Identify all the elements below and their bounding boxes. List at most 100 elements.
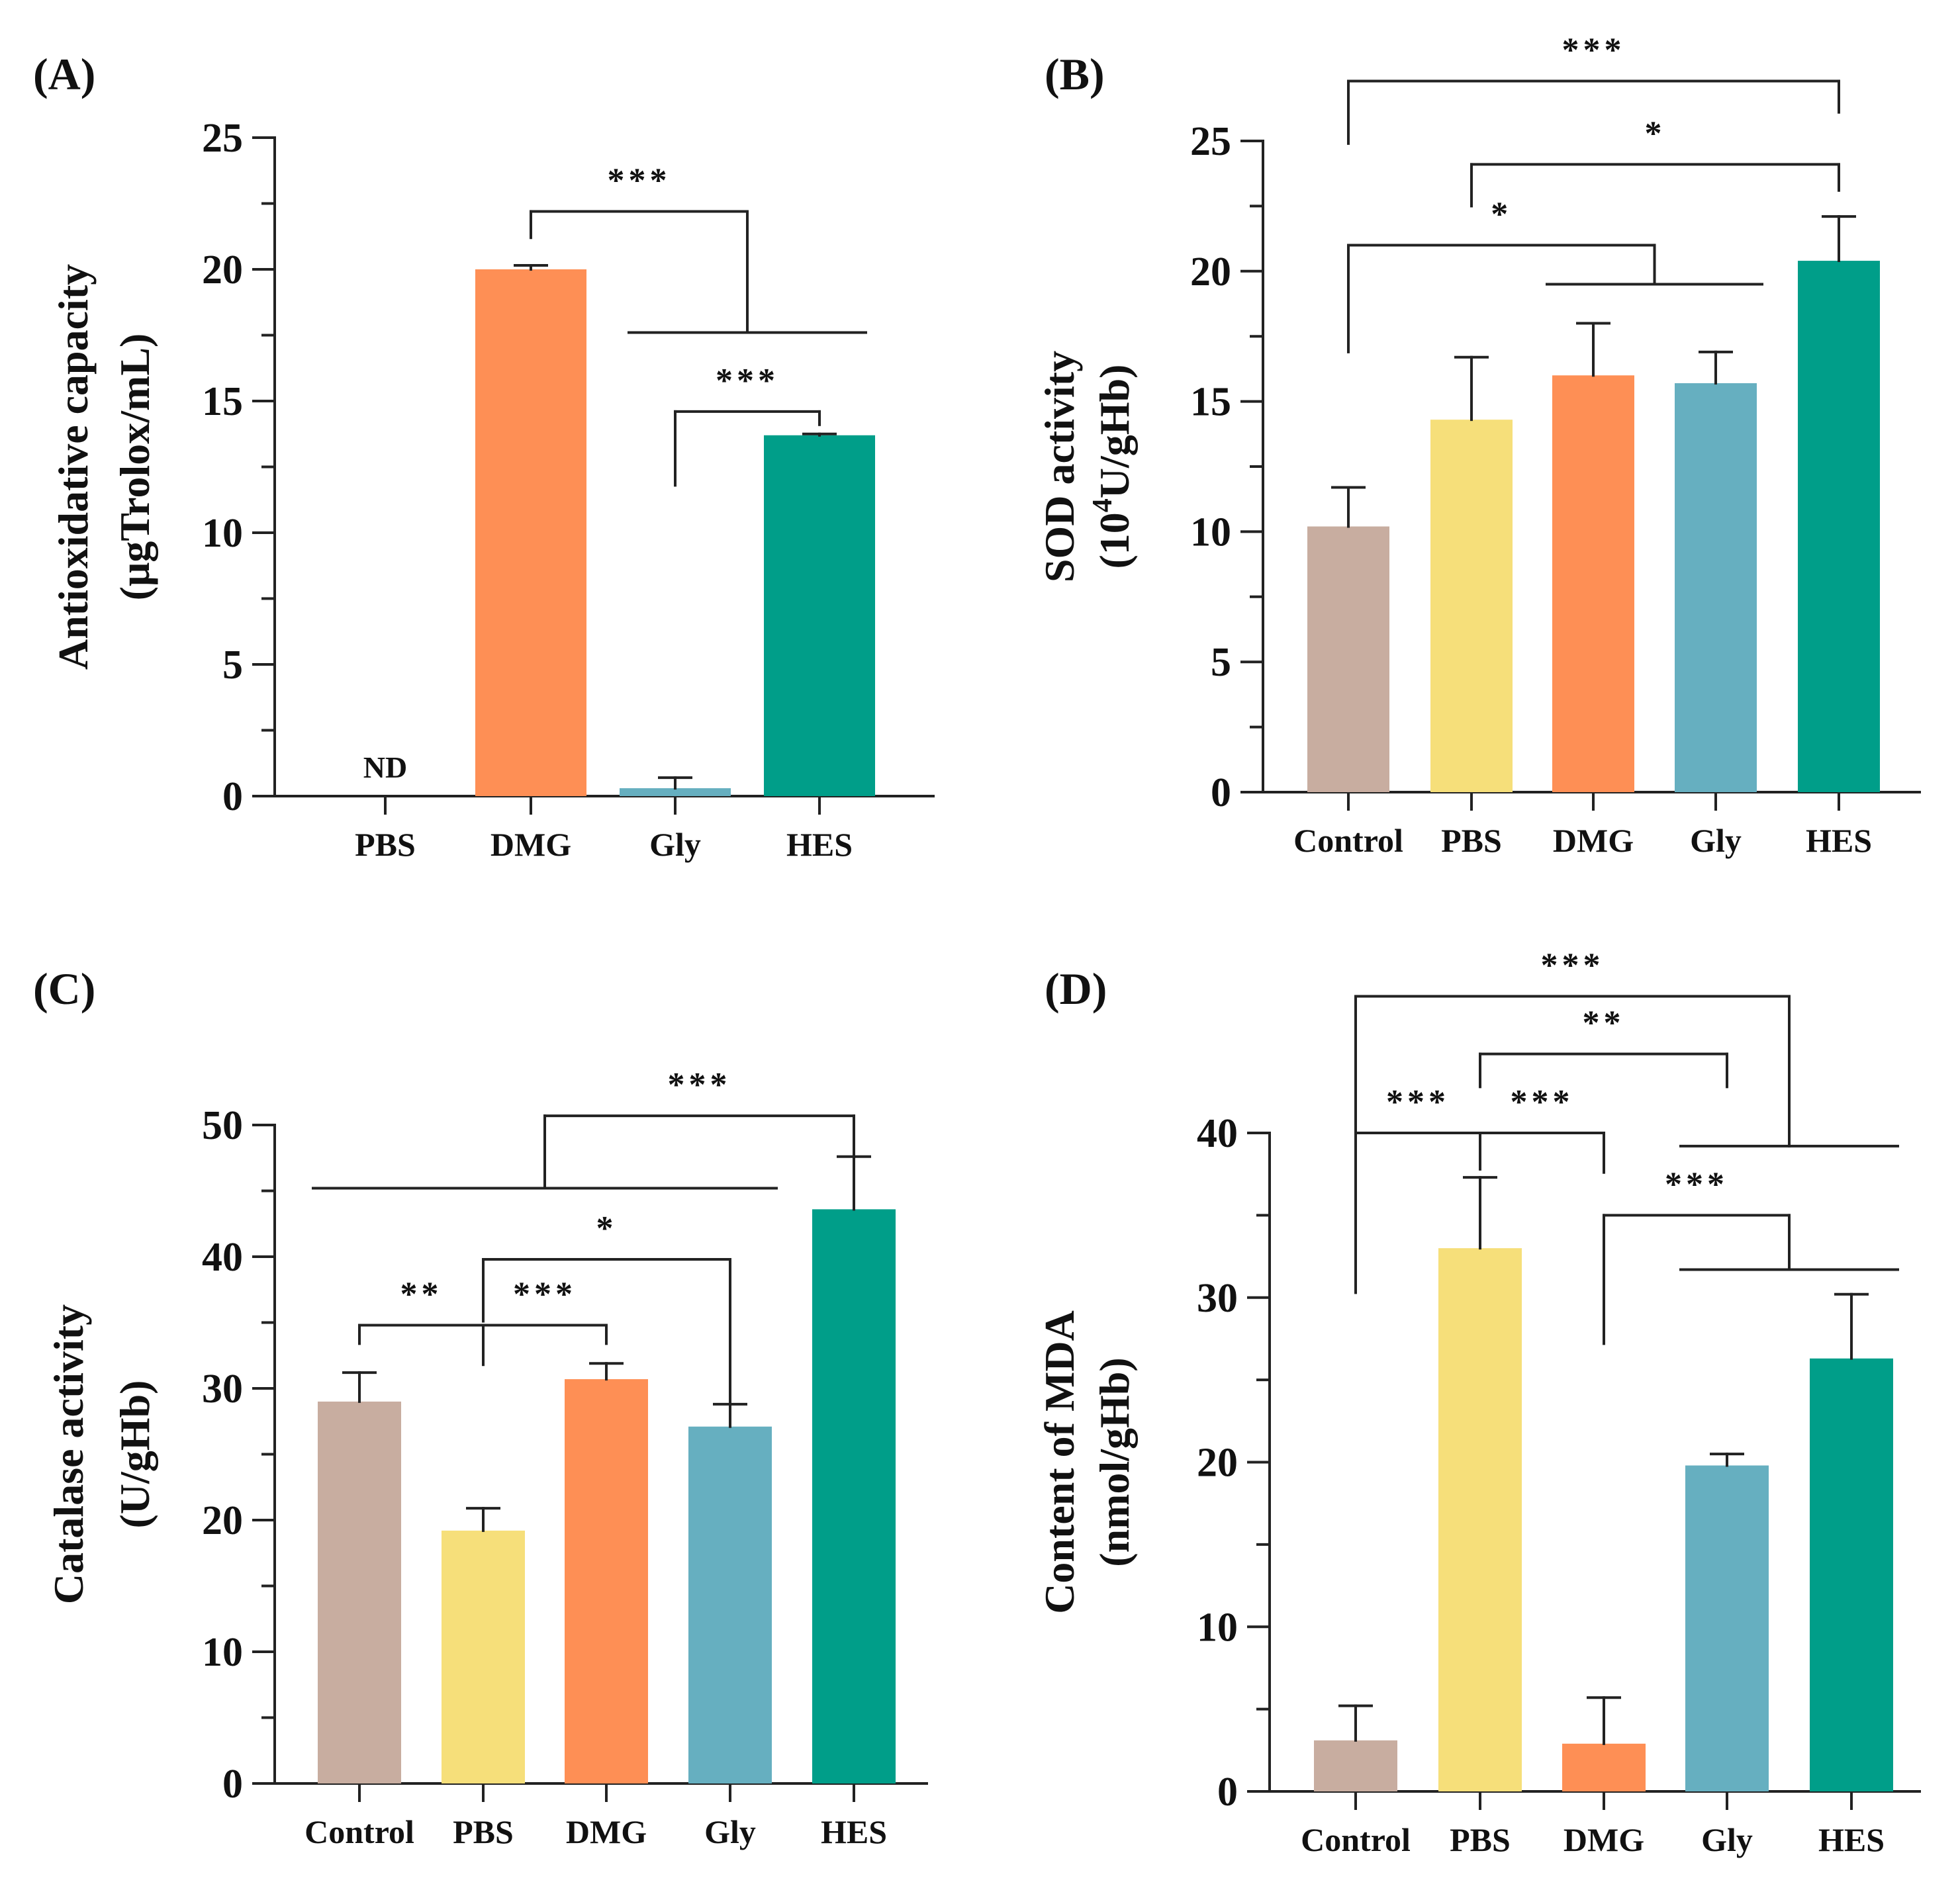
y-axis-title-line: Catalase activity <box>45 1304 92 1604</box>
x-tick-label: HES <box>786 826 853 863</box>
y-axis-title: SOD activity (104U/gHb) <box>1036 351 1138 582</box>
bar-pbs <box>1430 420 1513 792</box>
x-tick-label: Gly <box>1701 1821 1753 1858</box>
bar-pbs <box>1438 1248 1522 1791</box>
significance-label: * <box>596 1210 618 1247</box>
y-tick-label: 20 <box>1197 1441 1238 1486</box>
y-tick-label: 0 <box>1217 1770 1238 1815</box>
significance-label: *** <box>668 1066 731 1104</box>
x-tick-label: Control <box>1301 1821 1411 1858</box>
bar-gly <box>1675 383 1757 792</box>
significance-label: *** <box>1562 31 1626 69</box>
bar-dmg <box>565 1379 648 1783</box>
bar-hes <box>764 435 875 796</box>
panel-a: (A) 0 5 10 15 20 25 PBS DMG Gly HES ND *** *** Antioxi… <box>33 49 935 863</box>
significance-bracket: * <box>482 1210 731 1415</box>
x-tick-label: DMG <box>1553 822 1634 859</box>
significance-bracket: * <box>1470 114 1840 208</box>
significance-label: *** <box>1386 1083 1450 1121</box>
panel-label: (D) <box>1045 964 1107 1014</box>
x-tick-label: PBS <box>355 826 416 863</box>
x-tick-label: PBS <box>1450 1821 1511 1858</box>
significance-bracket: ** <box>358 1275 485 1367</box>
x-tick-label: HES <box>1818 1821 1885 1858</box>
y-tick-label: 10 <box>1190 510 1231 555</box>
significance-bracket: *** <box>482 1275 608 1367</box>
y-tick-label: 20 <box>202 1498 243 1543</box>
significance-label: *** <box>1541 947 1605 985</box>
y-tick-label: 40 <box>202 1235 243 1280</box>
x-tick-label: PBS <box>453 1813 514 1850</box>
significance-label: *** <box>716 362 779 400</box>
significance-bracket: *** <box>674 362 821 487</box>
y-tick-label: 5 <box>222 643 243 688</box>
bar-gly <box>1685 1465 1769 1791</box>
y-tick-label: 40 <box>1197 1111 1238 1156</box>
significance-label: *** <box>1665 1165 1728 1203</box>
y-axis-title-line: SOD activity <box>1036 351 1083 582</box>
significance-bracket: *** <box>1347 31 1840 145</box>
x-tick-label: HES <box>821 1813 887 1850</box>
y-tick-label: 30 <box>1197 1276 1238 1321</box>
y-tick-label: 20 <box>1190 249 1231 294</box>
x-tick-label: PBS <box>1441 822 1502 859</box>
y-tick-label: 15 <box>1190 380 1231 425</box>
y-axis-title: Catalase activity (U/gHb) <box>45 1304 158 1604</box>
significance-bracket: *** <box>312 1066 855 1190</box>
x-tick-label: Gly <box>649 826 701 863</box>
y-axis-title-line: (nmol/gHb) <box>1091 1357 1138 1566</box>
y-axis-title-line: (104U/gHb) <box>1088 365 1138 569</box>
bar-pbs <box>442 1530 525 1783</box>
significance-bracket: * <box>1347 195 1763 353</box>
significance-label: * <box>1645 114 1666 152</box>
bar-gly <box>688 1426 772 1783</box>
y-axis-title-line: Content of MDA <box>1036 1310 1083 1614</box>
bar-dmg <box>1562 1743 1646 1791</box>
y-tick-label: 15 <box>202 379 243 424</box>
x-tick-label: DMG <box>1563 1821 1644 1858</box>
x-tick-label: Gly <box>704 1813 756 1850</box>
y-tick-label: 30 <box>202 1367 243 1412</box>
y-tick-label: 0 <box>1211 770 1231 815</box>
significance-label: *** <box>1511 1083 1574 1121</box>
y-tick-label: 25 <box>202 116 243 161</box>
x-tick-label: HES <box>1806 822 1872 859</box>
y-tick-label: 25 <box>1190 119 1231 164</box>
y-tick-label: 20 <box>202 248 243 293</box>
y-axis-title: Content of MDA (nmol/gHb) <box>1036 1310 1138 1614</box>
significance-label: ** <box>1583 1005 1625 1042</box>
bar-dmg <box>1552 375 1634 792</box>
bar-gly <box>620 788 731 796</box>
bar-control <box>318 1401 401 1783</box>
panel-label: (B) <box>1045 49 1105 99</box>
x-tick-label: DMG <box>490 826 571 863</box>
bar-hes <box>1798 261 1880 792</box>
y-tick-label: 10 <box>1197 1605 1238 1650</box>
significance-bracket: *** <box>1354 1083 1481 1294</box>
bar-control <box>1307 526 1389 792</box>
panel-label: (A) <box>33 49 95 99</box>
y-tick-label: 10 <box>202 511 243 556</box>
significance-bracket: ** <box>1479 1005 1728 1089</box>
nd-annotation: ND <box>363 750 407 784</box>
significance-label: *** <box>608 161 671 199</box>
y-tick-label: 5 <box>1211 640 1231 685</box>
significance-label: * <box>1491 195 1512 233</box>
y-tick-label: 10 <box>202 1630 243 1675</box>
x-tick-label: DMG <box>566 1813 647 1850</box>
panel-label: (C) <box>33 964 95 1014</box>
y-axis-title-line: (U/gHb) <box>111 1380 158 1529</box>
x-tick-label: Control <box>304 1813 414 1850</box>
bar-hes <box>812 1209 896 1783</box>
bar-dmg <box>475 269 586 796</box>
significance-bracket: *** <box>1603 1165 1899 1345</box>
x-tick-label: Gly <box>1690 822 1742 859</box>
y-axis-title-line: (μgTrolox/mL) <box>111 334 158 601</box>
y-tick-label: 50 <box>202 1103 243 1148</box>
y-axis-title: Antioxidative capacity (μgTrolox/mL) <box>50 264 158 670</box>
bar-hes <box>1810 1358 1893 1791</box>
significance-label: *** <box>513 1275 577 1313</box>
